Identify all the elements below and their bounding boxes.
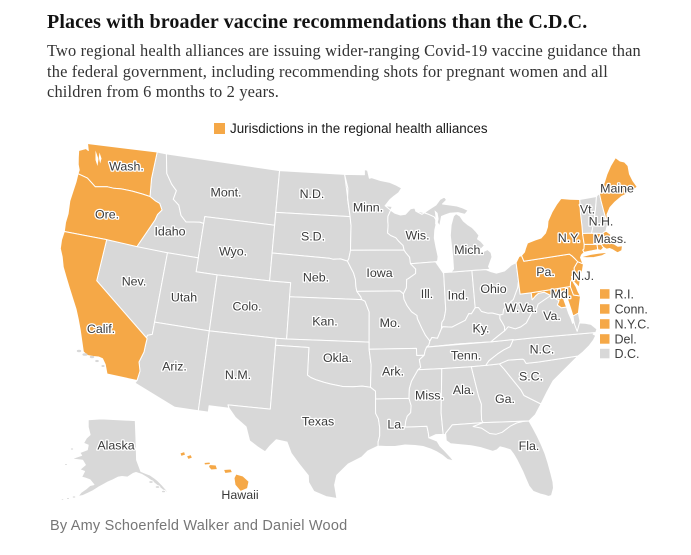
svg-text:Ky.: Ky.: [473, 322, 490, 336]
svg-text:Colo.: Colo.: [233, 300, 262, 314]
svg-text:Texas: Texas: [302, 415, 334, 429]
svg-text:Wis.: Wis.: [405, 229, 429, 243]
svg-text:Hawaii: Hawaii: [221, 488, 258, 502]
svg-text:N.J.: N.J.: [572, 269, 594, 283]
svg-text:Maine: Maine: [600, 182, 634, 196]
svg-text:S.C.: S.C.: [519, 370, 543, 384]
svg-text:Ohio: Ohio: [480, 282, 506, 296]
svg-text:Miss.: Miss.: [415, 389, 444, 403]
svg-text:La.: La.: [387, 418, 404, 432]
svg-text:Wyo.: Wyo.: [219, 245, 247, 259]
svg-text:Ala.: Ala.: [453, 383, 474, 397]
svg-text:Mich.: Mich.: [454, 243, 484, 257]
svg-text:Ariz.: Ariz.: [162, 360, 187, 374]
svg-text:Mo.: Mo.: [380, 316, 401, 330]
svg-text:Utah: Utah: [171, 291, 197, 305]
svg-text:N.Y.C.: N.Y.C.: [615, 317, 650, 331]
svg-text:W.Va.: W.Va.: [505, 301, 537, 315]
svg-text:Fla.: Fla.: [519, 439, 540, 453]
svg-text:Okla.: Okla.: [323, 351, 352, 365]
svg-text:Conn.: Conn.: [615, 302, 648, 316]
svg-text:Kan.: Kan.: [312, 315, 338, 329]
svg-text:Tenn.: Tenn.: [451, 349, 481, 363]
svg-text:Alaska: Alaska: [97, 439, 134, 453]
svg-text:N.D.: N.D.: [300, 187, 325, 201]
svg-text:R.I.: R.I.: [615, 287, 634, 301]
svg-text:N.C.: N.C.: [530, 343, 555, 357]
svg-text:Md.: Md.: [551, 287, 572, 301]
svg-text:Ore.: Ore.: [95, 208, 119, 222]
svg-text:Idaho: Idaho: [154, 225, 185, 239]
svg-text:Mass.: Mass.: [593, 232, 626, 246]
svg-text:Neb.: Neb.: [303, 271, 329, 285]
svg-text:N.Y.: N.Y.: [558, 231, 581, 245]
svg-text:Pa.: Pa.: [536, 265, 555, 279]
svg-text:Calif.: Calif.: [87, 322, 115, 336]
svg-text:Del.: Del.: [615, 332, 637, 346]
svg-text:N.H.: N.H.: [589, 215, 614, 229]
svg-text:Iowa: Iowa: [366, 266, 392, 280]
svg-text:Ill.: Ill.: [421, 287, 433, 301]
svg-text:Minn.: Minn.: [353, 201, 383, 215]
svg-text:D.C.: D.C.: [615, 347, 640, 361]
svg-text:Wash.: Wash.: [109, 160, 144, 174]
svg-text:N.M.: N.M.: [225, 368, 251, 382]
svg-text:Ga.: Ga.: [495, 392, 515, 406]
svg-text:Vt.: Vt.: [580, 203, 595, 217]
svg-text:Ark.: Ark.: [382, 365, 404, 379]
svg-text:Ind.: Ind.: [448, 289, 469, 303]
svg-text:Mont.: Mont.: [211, 186, 242, 200]
svg-text:Va.: Va.: [543, 309, 561, 323]
svg-text:S.D.: S.D.: [301, 230, 325, 244]
svg-text:Nev.: Nev.: [122, 275, 147, 289]
